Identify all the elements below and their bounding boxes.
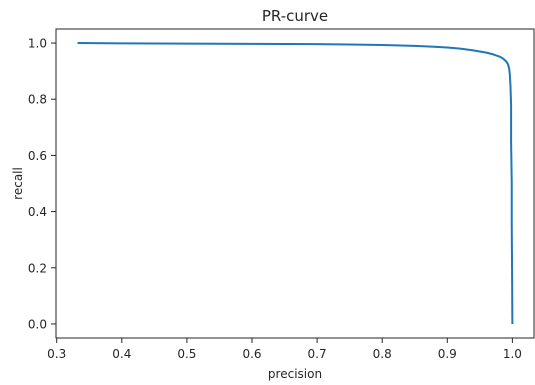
series-group <box>77 42 514 324</box>
y-tick-label: 0.4 <box>28 205 47 219</box>
y-axis-ticks: 0.0 0.2 0.4 0.6 0.8 1.0 <box>28 37 56 331</box>
x-tick-label: 0.9 <box>438 347 457 361</box>
plot-frame <box>55 28 535 339</box>
x-tick-label: 0.5 <box>177 347 196 361</box>
y-tick-label: 0.0 <box>28 317 47 331</box>
y-tick-label: 0.6 <box>28 149 47 163</box>
x-axis-label: precision <box>268 367 322 381</box>
y-axis-label: recall <box>11 167 25 200</box>
x-tick-label: 1.0 <box>503 347 522 361</box>
x-tick-label: 0.3 <box>47 347 66 361</box>
x-tick-label: 0.7 <box>308 347 327 361</box>
x-axis-ticks: 0.3 0.4 0.5 0.6 0.7 0.8 0.9 1.0 <box>47 338 522 361</box>
x-tick-label: 0.4 <box>112 347 131 361</box>
x-tick-label: 0.6 <box>242 347 261 361</box>
chart-title: PR-curve <box>262 7 328 25</box>
y-tick-label: 0.2 <box>28 261 47 275</box>
y-tick-label: 1.0 <box>28 37 47 51</box>
y-tick-label: 0.8 <box>28 93 47 107</box>
pr-curve-line <box>77 42 514 324</box>
x-tick-label: 0.8 <box>373 347 392 361</box>
